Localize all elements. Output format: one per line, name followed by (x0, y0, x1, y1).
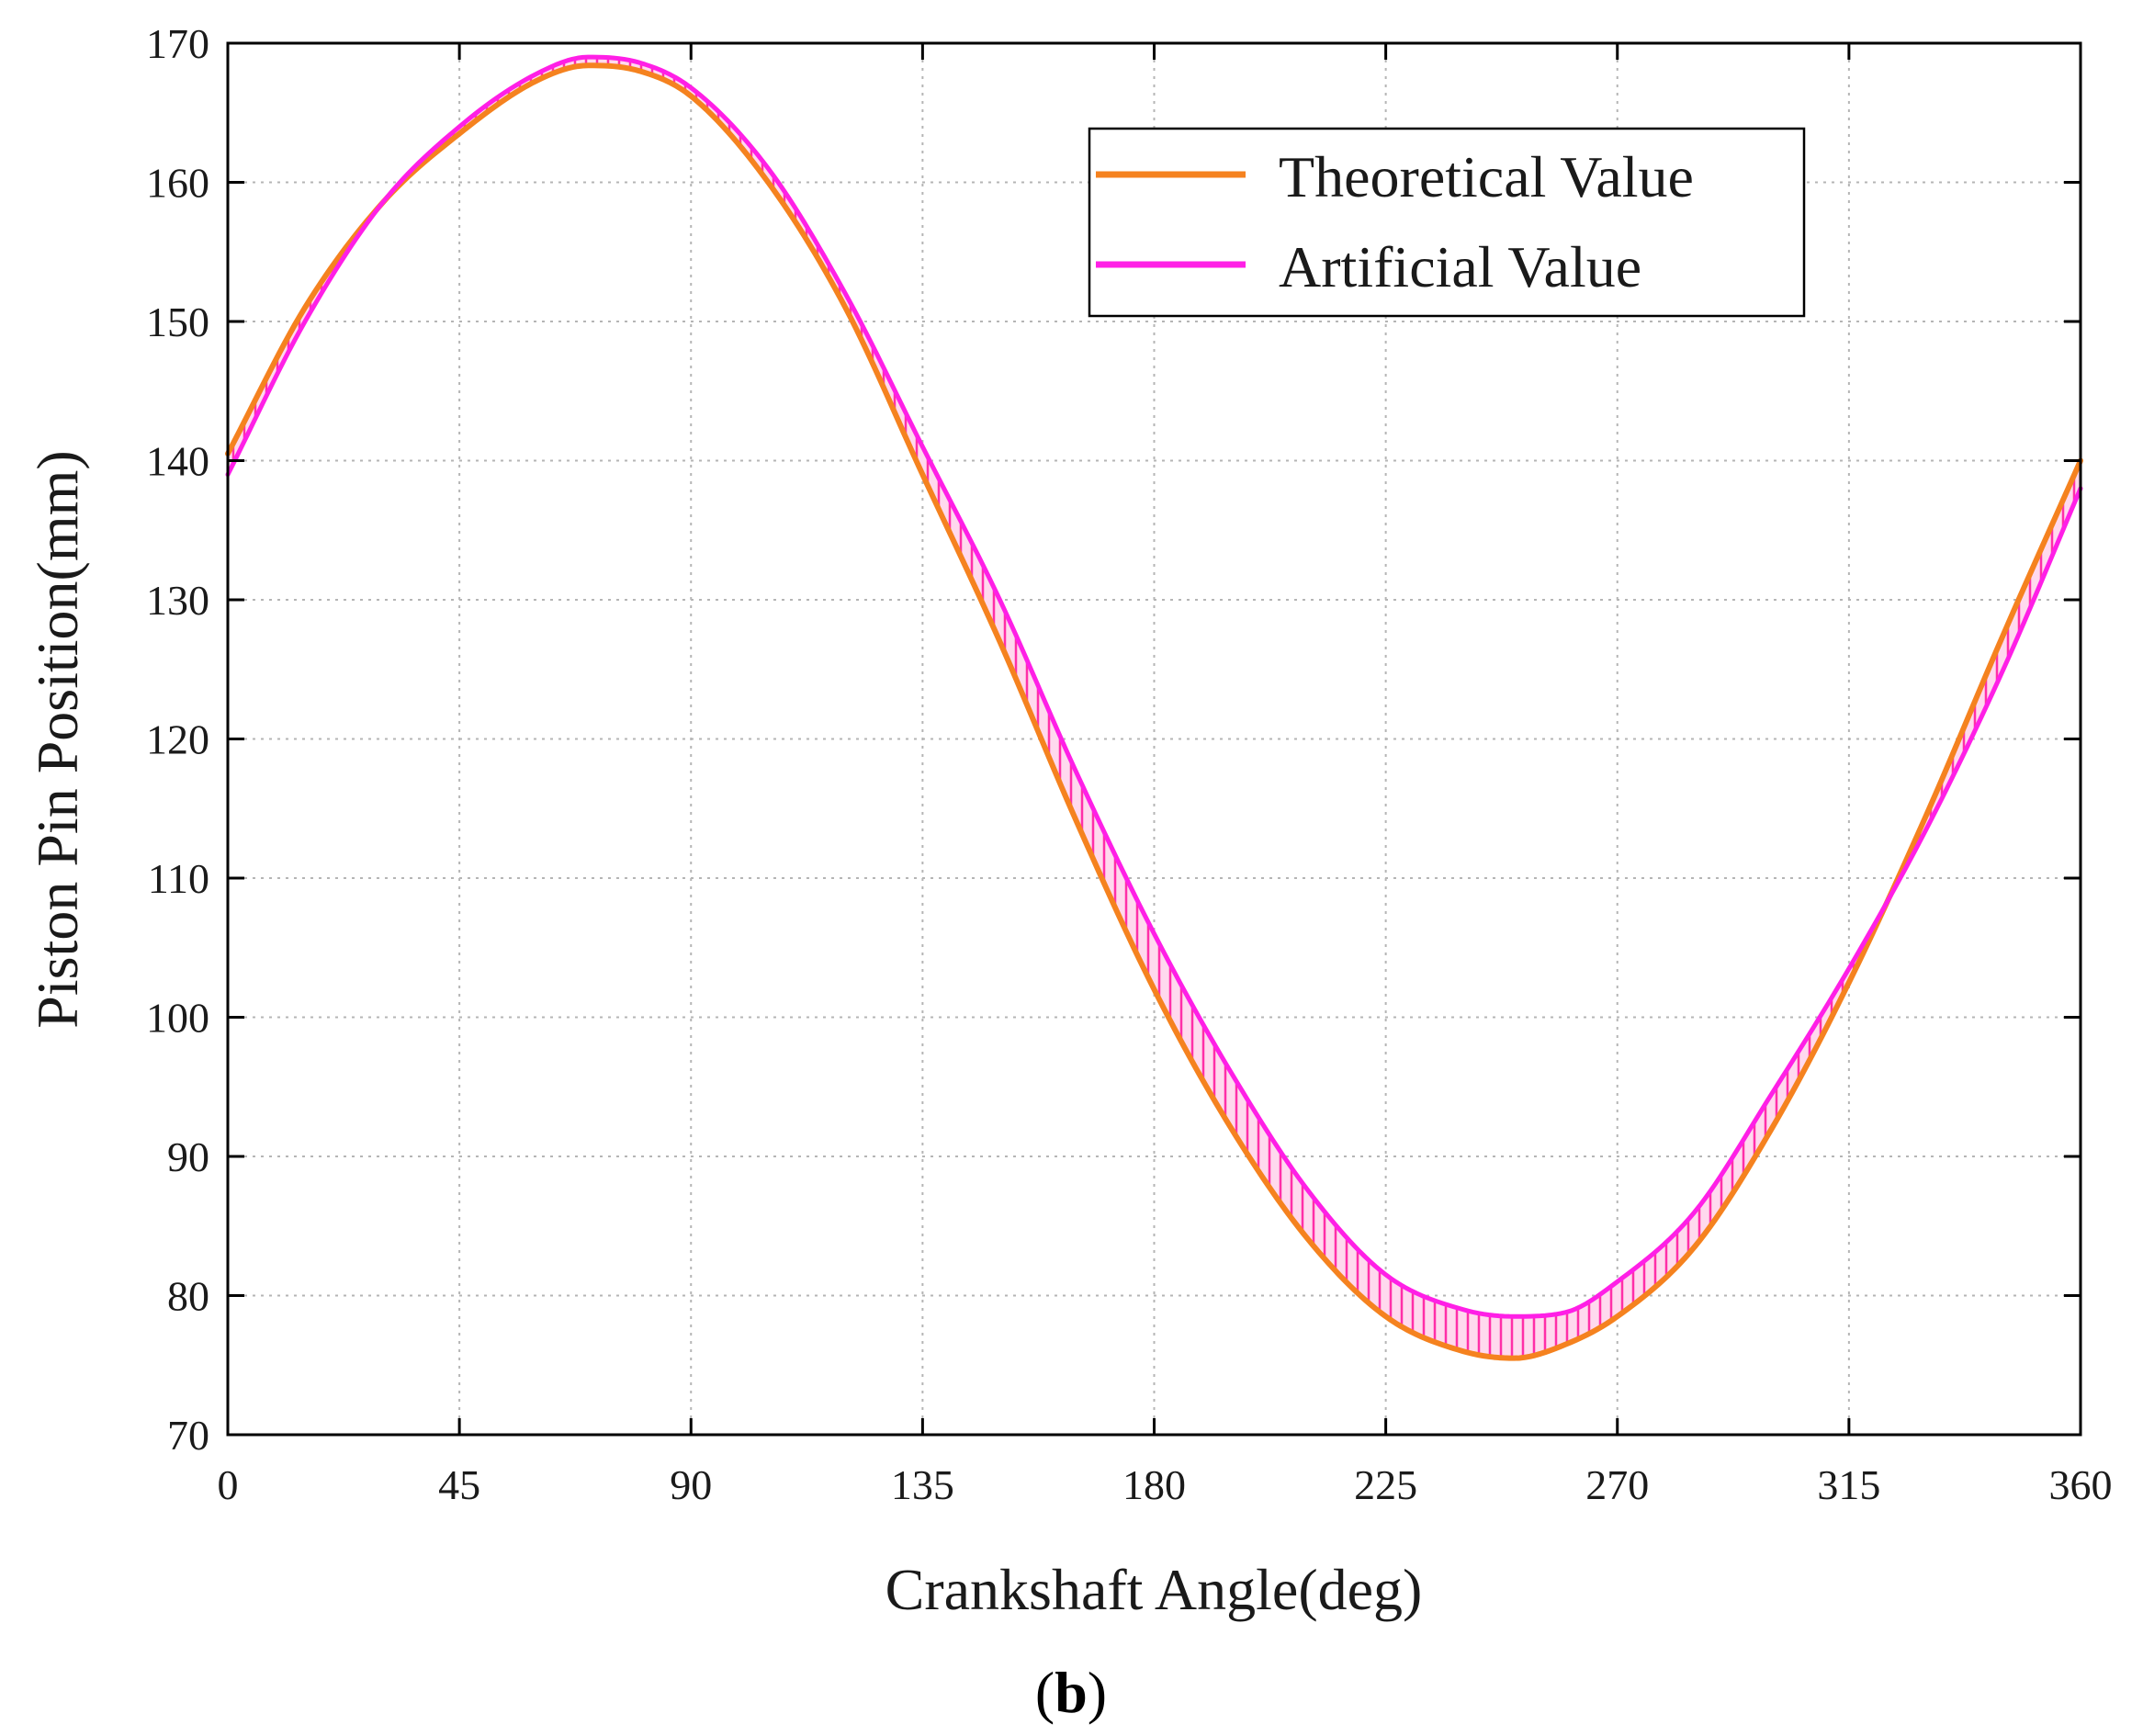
artificial-value-line (225, 54, 2083, 1319)
y-tick-label: 150 (146, 299, 209, 345)
figure-caption: (b) (1035, 1660, 1107, 1725)
legend-label-theoretical: Theoretical Value (1279, 144, 1694, 209)
legend-label-artificial: Artificial Value (1279, 234, 1641, 299)
x-tick-label: 0 (218, 1461, 239, 1508)
x-tick-label: 180 (1122, 1461, 1186, 1508)
series-lines (225, 54, 2083, 1361)
y-axis-label: Piston Pin Position(mm) (25, 450, 90, 1028)
x-tick-label: 135 (891, 1461, 954, 1508)
x-axis-label: Crankshaft Angle(deg) (885, 1557, 1423, 1622)
caption-open-paren: ( (1035, 1660, 1055, 1725)
y-tick-label: 140 (146, 438, 209, 485)
ticks: 0 45 90 135 180 225 270 315 360 70 80 90 100 110 120 13… (146, 20, 2113, 1508)
y-tick-label: 70 (167, 1412, 209, 1459)
y-tick-label: 160 (146, 160, 209, 207)
x-tick-label: 360 (2049, 1461, 2113, 1508)
y-tick-label: 100 (146, 995, 209, 1042)
x-tick-label: 225 (1354, 1461, 1417, 1508)
x-tick-label: 315 (1817, 1461, 1880, 1508)
legend-box (1088, 127, 1806, 318)
caption-letter: b (1055, 1660, 1088, 1725)
x-tick-label: 45 (438, 1461, 480, 1508)
legend: Theoretical Value Artificial Value (1088, 127, 1806, 318)
y-tick-label: 170 (146, 20, 209, 67)
x-tick-label: 270 (1585, 1461, 1649, 1508)
x-tick-label: 90 (670, 1461, 712, 1508)
y-tick-label: 120 (146, 716, 209, 763)
y-tick-label: 80 (167, 1273, 209, 1320)
y-tick-label: 110 (148, 855, 209, 902)
theoretical-value-line (225, 62, 2083, 1361)
y-tick-label: 130 (146, 577, 209, 624)
caption-close-paren: ) (1088, 1660, 1107, 1725)
y-tick-label: 90 (167, 1133, 209, 1180)
